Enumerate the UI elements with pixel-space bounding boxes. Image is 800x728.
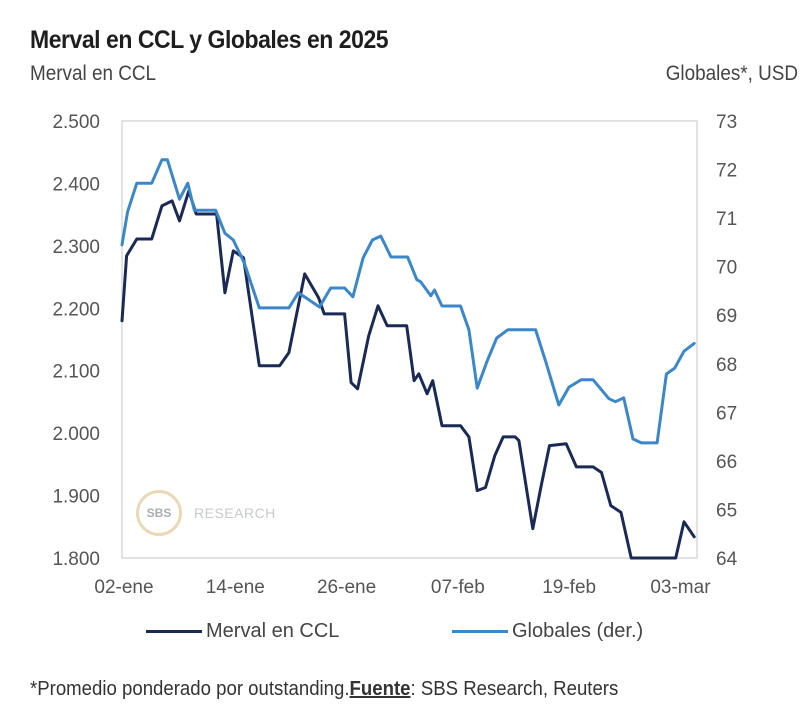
x-tick-label: 02-ene xyxy=(94,577,153,598)
right-tick-label: 73 xyxy=(716,112,737,133)
right-tick-label: 71 xyxy=(716,209,737,230)
right-axis: 64 65 66 67 68 69 70 71 72 73 xyxy=(716,112,738,570)
x-tick-label: 03-mar xyxy=(650,577,711,598)
footnote-prefix: *Promedio ponderado por outstanding. xyxy=(30,678,350,700)
legend-label-globales: Globales (der.) xyxy=(512,620,644,642)
plot-frame xyxy=(121,120,698,559)
right-tick-label: 67 xyxy=(716,403,737,424)
watermark-text: RESEARCH xyxy=(194,505,276,521)
left-tick-label: 2.200 xyxy=(52,299,100,320)
legend: Merval en CCL Globales (der.) xyxy=(0,620,800,650)
series-line-globales xyxy=(120,158,696,445)
right-tick-label: 69 xyxy=(716,306,737,327)
right-tick-label: 70 xyxy=(716,258,737,279)
sbs-logo-icon: SBS xyxy=(136,490,182,536)
right-tick-label: 68 xyxy=(716,355,737,376)
chart-title: Merval en CCL y Globales en 2025 xyxy=(30,26,389,54)
left-tick-label: 2.500 xyxy=(52,112,100,133)
legend-label-merval: Merval en CCL xyxy=(206,620,340,642)
left-tick-label: 2.000 xyxy=(52,424,100,445)
left-axis-title: Merval en CCL xyxy=(30,62,157,85)
x-tick-label: 14-ene xyxy=(206,577,265,598)
series-line-merval xyxy=(120,189,696,560)
x-tick-label: 07-feb xyxy=(431,577,485,598)
left-tick-label: 2.100 xyxy=(52,362,100,383)
left-tick-label: 2.300 xyxy=(52,237,100,258)
right-tick-label: 65 xyxy=(716,500,737,521)
legend-swatch-merval xyxy=(146,630,202,633)
chart-area: 1.800 1.900 2.000 2.100 2.200 2.300 2.400 2.500… xyxy=(52,112,738,598)
x-tick-label: 19-feb xyxy=(542,577,596,598)
legend-item-merval: Merval en CCL xyxy=(146,620,339,643)
x-axis: 02-ene 14-ene 26-ene 07-feb 19-feb 03-mar xyxy=(94,577,711,598)
right-tick-label: 66 xyxy=(716,452,737,473)
footnote-source-text: : SBS Research, Reuters xyxy=(410,678,619,700)
footnote: *Promedio ponderado por outstanding.Fuen… xyxy=(30,678,618,701)
footnote-source-label: Fuente xyxy=(349,678,411,700)
x-tick-label: 26-ene xyxy=(317,577,376,598)
right-tick-label: 64 xyxy=(716,549,738,570)
series-group xyxy=(120,158,696,560)
legend-swatch-globales xyxy=(452,630,508,633)
left-tick-label: 1.900 xyxy=(52,487,100,508)
left-axis: 1.800 1.900 2.000 2.100 2.200 2.300 2.400 2.500 xyxy=(52,112,100,570)
legend-item-globales: Globales (der.) xyxy=(452,620,643,643)
right-tick-label: 72 xyxy=(716,161,737,182)
left-tick-label: 2.400 xyxy=(52,174,100,195)
watermark: SBS RESEARCH xyxy=(136,490,276,536)
right-axis-title: Globales*, USD xyxy=(665,62,798,85)
left-tick-label: 1.800 xyxy=(52,549,100,570)
